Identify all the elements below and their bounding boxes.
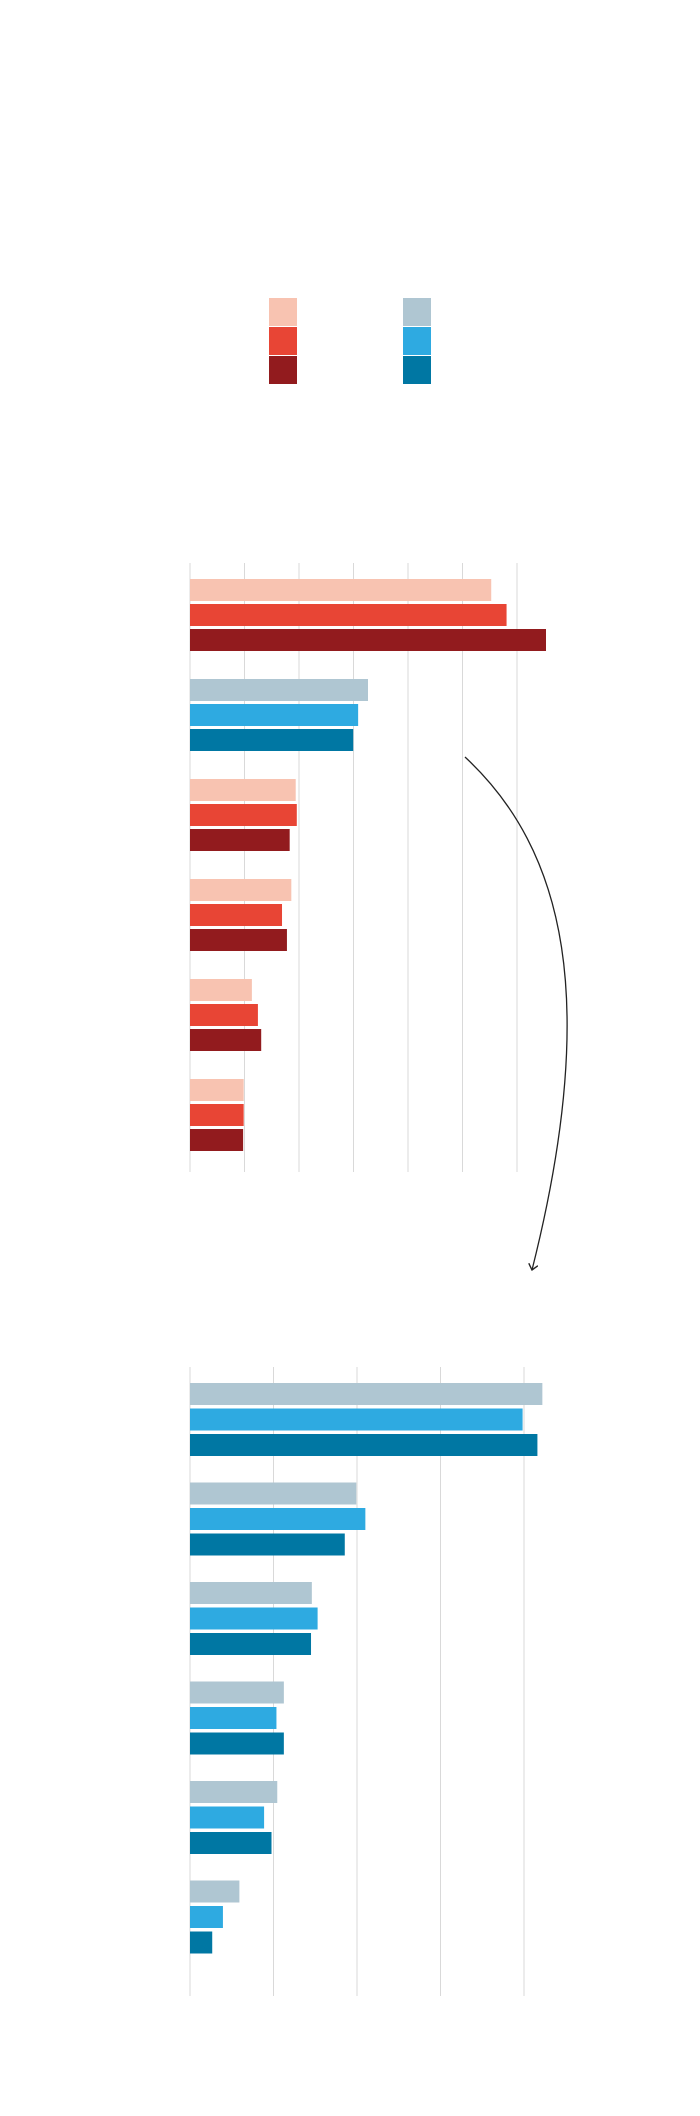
bar <box>190 1004 258 1026</box>
legend-swatch-4 <box>403 298 431 326</box>
bar <box>190 1533 345 1556</box>
bar <box>190 679 368 701</box>
bar <box>190 729 354 751</box>
bar <box>190 1681 284 1704</box>
bar <box>190 1582 312 1604</box>
legend-swatch-2 <box>269 327 297 355</box>
bar <box>190 629 546 651</box>
top-bar-chart <box>189 563 546 1172</box>
bar <box>190 779 296 801</box>
bar <box>190 979 252 1001</box>
legend-swatch-6 <box>403 356 431 384</box>
legend-swatch-1 <box>269 298 297 326</box>
bar <box>190 1079 244 1101</box>
bar <box>190 579 492 601</box>
bar <box>190 879 292 901</box>
bar <box>190 1832 272 1854</box>
bar <box>190 804 297 826</box>
bottom-bar-chart <box>189 1367 543 1996</box>
connector-arrow <box>464 756 568 1270</box>
bar <box>190 1383 543 1405</box>
bar <box>190 1906 223 1928</box>
legend <box>269 298 431 384</box>
legend-swatch-3 <box>269 356 297 384</box>
bar <box>190 829 290 851</box>
bar <box>190 1607 318 1630</box>
bar <box>190 604 507 626</box>
legend-swatch-5 <box>403 327 431 355</box>
bar <box>190 1508 366 1530</box>
bar <box>190 1482 357 1505</box>
bar <box>190 1732 284 1755</box>
connector-curve <box>464 756 568 1270</box>
bar <box>190 704 359 726</box>
bar <box>190 1707 277 1729</box>
bar <box>190 904 283 926</box>
bar <box>190 1931 213 1954</box>
bar <box>190 1408 523 1431</box>
bar <box>190 1129 244 1151</box>
bar <box>190 1806 265 1829</box>
bar <box>190 1880 240 1903</box>
bar <box>190 929 287 951</box>
bar <box>190 1781 278 1803</box>
bar <box>190 1104 244 1126</box>
bar <box>190 1633 312 1655</box>
bar <box>190 1434 538 1456</box>
bar <box>190 1029 262 1051</box>
